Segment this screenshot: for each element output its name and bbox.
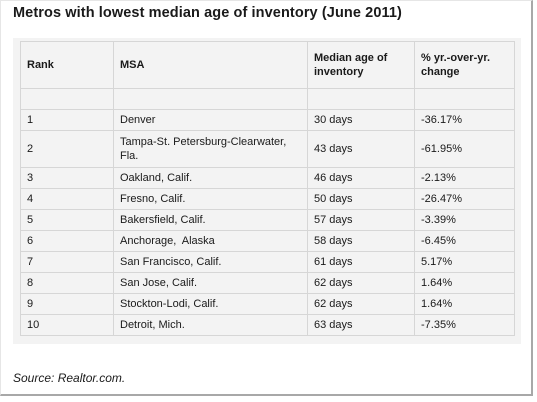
spacer-cell: [307, 88, 415, 110]
cell-rank: 7: [20, 251, 114, 273]
spacer-cell: [414, 88, 515, 110]
table-row: 4 Fresno, Calif. 50 days -26.47%: [20, 188, 515, 210]
table-row: 10 Detroit, Mich. 63 days -7.35%: [20, 314, 515, 336]
cell-msa: Fresno, Calif.: [113, 188, 308, 210]
table-row: 9 Stockton-Lodi, Calif. 62 days 1.64%: [20, 293, 515, 315]
table-row: 7 San Francisco, Calif. 61 days 5.17%: [20, 251, 515, 273]
spacer-row: [20, 88, 515, 110]
cell-change: -6.45%: [414, 230, 515, 252]
spacer-cell: [113, 88, 308, 110]
cell-median-age: 30 days: [307, 109, 415, 131]
cell-rank: 6: [20, 230, 114, 252]
cell-change: -3.39%: [414, 209, 515, 231]
cell-median-age: 46 days: [307, 167, 415, 189]
cell-msa: Detroit, Mich.: [113, 314, 308, 336]
cell-msa: Bakersfield, Calif.: [113, 209, 308, 231]
table-row: 1 Denver 30 days -36.17%: [20, 109, 515, 131]
cell-rank: 5: [20, 209, 114, 231]
cell-median-age: 62 days: [307, 293, 415, 315]
spacer-cell: [20, 88, 114, 110]
table-row: 8 San Jose, Calif. 62 days 1.64%: [20, 272, 515, 294]
cell-median-age: 61 days: [307, 251, 415, 273]
cell-rank: 4: [20, 188, 114, 210]
cell-change: -61.95%: [414, 130, 515, 168]
cell-median-age: 57 days: [307, 209, 415, 231]
table-row: 2 Tampa-St. Petersburg-Clearwater, Fla. …: [20, 130, 515, 168]
cell-rank: 1: [20, 109, 114, 131]
cell-change: 5.17%: [414, 251, 515, 273]
table-row: 3 Oakland, Calif. 46 days -2.13%: [20, 167, 515, 189]
table-row: 6 Anchorage, Alaska 58 days -6.45%: [20, 230, 515, 252]
source-note: Source: Realtor.com.: [13, 371, 126, 385]
cell-rank: 10: [20, 314, 114, 336]
header-change: % yr.-over-yr. change: [414, 41, 515, 89]
cell-change: -7.35%: [414, 314, 515, 336]
header-rank: Rank: [20, 41, 114, 89]
cell-median-age: 50 days: [307, 188, 415, 210]
table-panel: Rank MSA Median age of inventory % yr.-o…: [13, 38, 521, 344]
cell-msa: Tampa-St. Petersburg-Clearwater, Fla.: [113, 130, 308, 168]
cell-median-age: 43 days: [307, 130, 415, 168]
cell-rank: 9: [20, 293, 114, 315]
image-frame: [0, 0, 533, 396]
cell-change: 1.64%: [414, 293, 515, 315]
cell-median-age: 62 days: [307, 272, 415, 294]
cell-rank: 2: [20, 130, 114, 168]
cell-msa: Oakland, Calif.: [113, 167, 308, 189]
cell-msa: Denver: [113, 109, 308, 131]
page-title: Metros with lowest median age of invento…: [13, 5, 402, 21]
cell-msa: San Jose, Calif.: [113, 272, 308, 294]
cell-median-age: 63 days: [307, 314, 415, 336]
header-msa: MSA: [113, 41, 308, 89]
cell-change: 1.64%: [414, 272, 515, 294]
table-row: 5 Bakersfield, Calif. 57 days -3.39%: [20, 209, 515, 231]
cell-median-age: 58 days: [307, 230, 415, 252]
cell-change: -26.47%: [414, 188, 515, 210]
cell-rank: 3: [20, 167, 114, 189]
header-median-age: Median age of inventory: [307, 41, 415, 89]
cell-rank: 8: [20, 272, 114, 294]
header-row: Rank MSA Median age of inventory % yr.-o…: [20, 41, 515, 89]
cell-msa: Stockton-Lodi, Calif.: [113, 293, 308, 315]
cell-msa: San Francisco, Calif.: [113, 251, 308, 273]
cell-change: -36.17%: [414, 109, 515, 131]
inventory-table: Rank MSA Median age of inventory % yr.-o…: [20, 41, 515, 336]
cell-msa: Anchorage, Alaska: [113, 230, 308, 252]
cell-change: -2.13%: [414, 167, 515, 189]
